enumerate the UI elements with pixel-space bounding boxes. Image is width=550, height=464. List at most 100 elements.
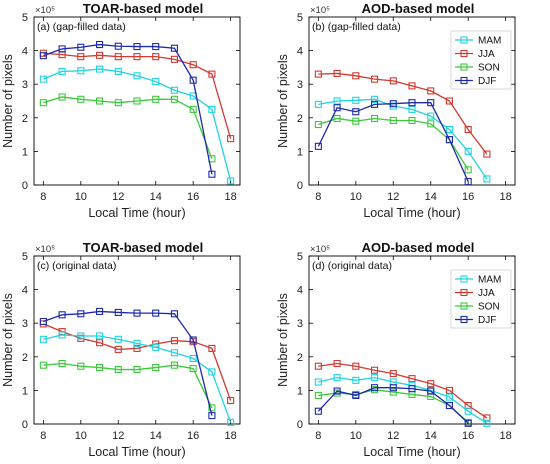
- data-point: [370, 75, 379, 83]
- series-line: [43, 96, 213, 160]
- data-point: [408, 99, 416, 107]
- data-point: [370, 95, 379, 103]
- x-tick-label: 14: [150, 430, 162, 442]
- plot-area: [308, 255, 516, 425]
- data-point: [389, 116, 397, 125]
- legend-label: MAM: [478, 36, 501, 47]
- legend-marker: [460, 63, 468, 71]
- data-point: [152, 53, 160, 61]
- y-tick-label: 0: [22, 180, 28, 192]
- data-point: [445, 126, 454, 134]
- data-point: [445, 386, 454, 394]
- data-point: [77, 362, 85, 370]
- y-tick-label: 3: [297, 318, 303, 330]
- series-JJA: [314, 69, 491, 158]
- data-point: [352, 391, 360, 399]
- data-point: [77, 332, 85, 340]
- data-point: [95, 51, 104, 59]
- data-point: [464, 166, 472, 174]
- series-MAM: [314, 95, 491, 183]
- data-point: [170, 310, 179, 318]
- data-point: [483, 414, 491, 422]
- data-point: [333, 387, 341, 395]
- series-line: [317, 387, 469, 424]
- x-axis-label: Local Time (hour): [363, 206, 460, 220]
- data-point: [39, 317, 47, 326]
- legend-label: DJF: [478, 315, 496, 326]
- series-line: [43, 68, 232, 182]
- data-point: [352, 117, 360, 125]
- data-point: [314, 391, 322, 399]
- panel-label: (d) (original data): [312, 260, 392, 272]
- data-point: [333, 97, 341, 105]
- data-point: [189, 105, 197, 113]
- data-point: [314, 142, 322, 150]
- data-point: [208, 70, 216, 78]
- panel-label: (b) (gap-filled data): [312, 21, 401, 33]
- x-tick-label: 18: [225, 191, 237, 203]
- data-point: [370, 114, 379, 123]
- legend: MAM JJA SON DJF: [450, 30, 512, 90]
- series-line: [318, 389, 469, 423]
- x-tick-label: 18: [500, 191, 512, 203]
- data-point: [77, 53, 85, 61]
- data-point: [152, 77, 160, 86]
- data-point: [133, 309, 141, 317]
- legend-entry-MAM: MAM: [455, 36, 501, 47]
- data-point: [208, 105, 216, 113]
- data-point: [445, 97, 454, 105]
- series-line: [43, 52, 232, 139]
- series-line: [318, 376, 488, 424]
- y-tick-label: 4: [22, 46, 28, 58]
- data-point: [189, 76, 197, 84]
- data-point: [189, 354, 197, 363]
- y-tick-label: 4: [297, 285, 303, 297]
- data-point: [95, 364, 104, 372]
- data-point: [464, 178, 472, 186]
- data-point: [114, 345, 122, 353]
- series-DJF: [39, 41, 216, 178]
- series-line: [318, 72, 488, 155]
- data-point: [427, 112, 435, 120]
- data-point: [77, 95, 85, 103]
- data-point: [427, 387, 435, 395]
- data-point: [370, 366, 379, 374]
- y-tick-label: 0: [22, 419, 28, 431]
- data-point: [152, 309, 160, 317]
- data-point: [464, 419, 472, 427]
- data-point: [208, 404, 216, 412]
- data-point: [389, 77, 397, 85]
- data-point: [114, 42, 122, 50]
- x-tick-label: 8: [40, 191, 46, 203]
- y-axis-label: Number of pixels: [1, 54, 15, 148]
- x-tick-label: 8: [40, 430, 46, 442]
- data-point: [208, 368, 216, 376]
- legend-label: JJA: [478, 49, 495, 60]
- data-point: [333, 374, 341, 382]
- data-point: [170, 349, 179, 357]
- series-DJF: [39, 307, 216, 420]
- data-point: [227, 396, 235, 405]
- plot-area: [33, 255, 241, 425]
- y-tick-label: 3: [297, 79, 303, 91]
- y-tick-label: 2: [297, 113, 303, 125]
- data-point: [95, 332, 104, 340]
- data-point: [227, 177, 235, 185]
- panel-title: AOD-based model: [362, 240, 475, 255]
- x-tick-label: 10: [75, 430, 87, 442]
- series-SON: [39, 93, 216, 163]
- series-DJF: [314, 384, 472, 427]
- data-point: [170, 95, 179, 103]
- legend-label: JJA: [478, 288, 495, 299]
- data-point: [133, 344, 141, 352]
- series-JJA: [39, 49, 235, 143]
- y-exponent-label: ×10⁵: [35, 5, 55, 16]
- data-point: [39, 52, 47, 60]
- data-point: [114, 308, 122, 316]
- plot-area: [308, 16, 516, 186]
- data-point: [464, 147, 472, 155]
- y-axis-label: Number of pixels: [276, 54, 290, 148]
- data-point: [58, 67, 66, 75]
